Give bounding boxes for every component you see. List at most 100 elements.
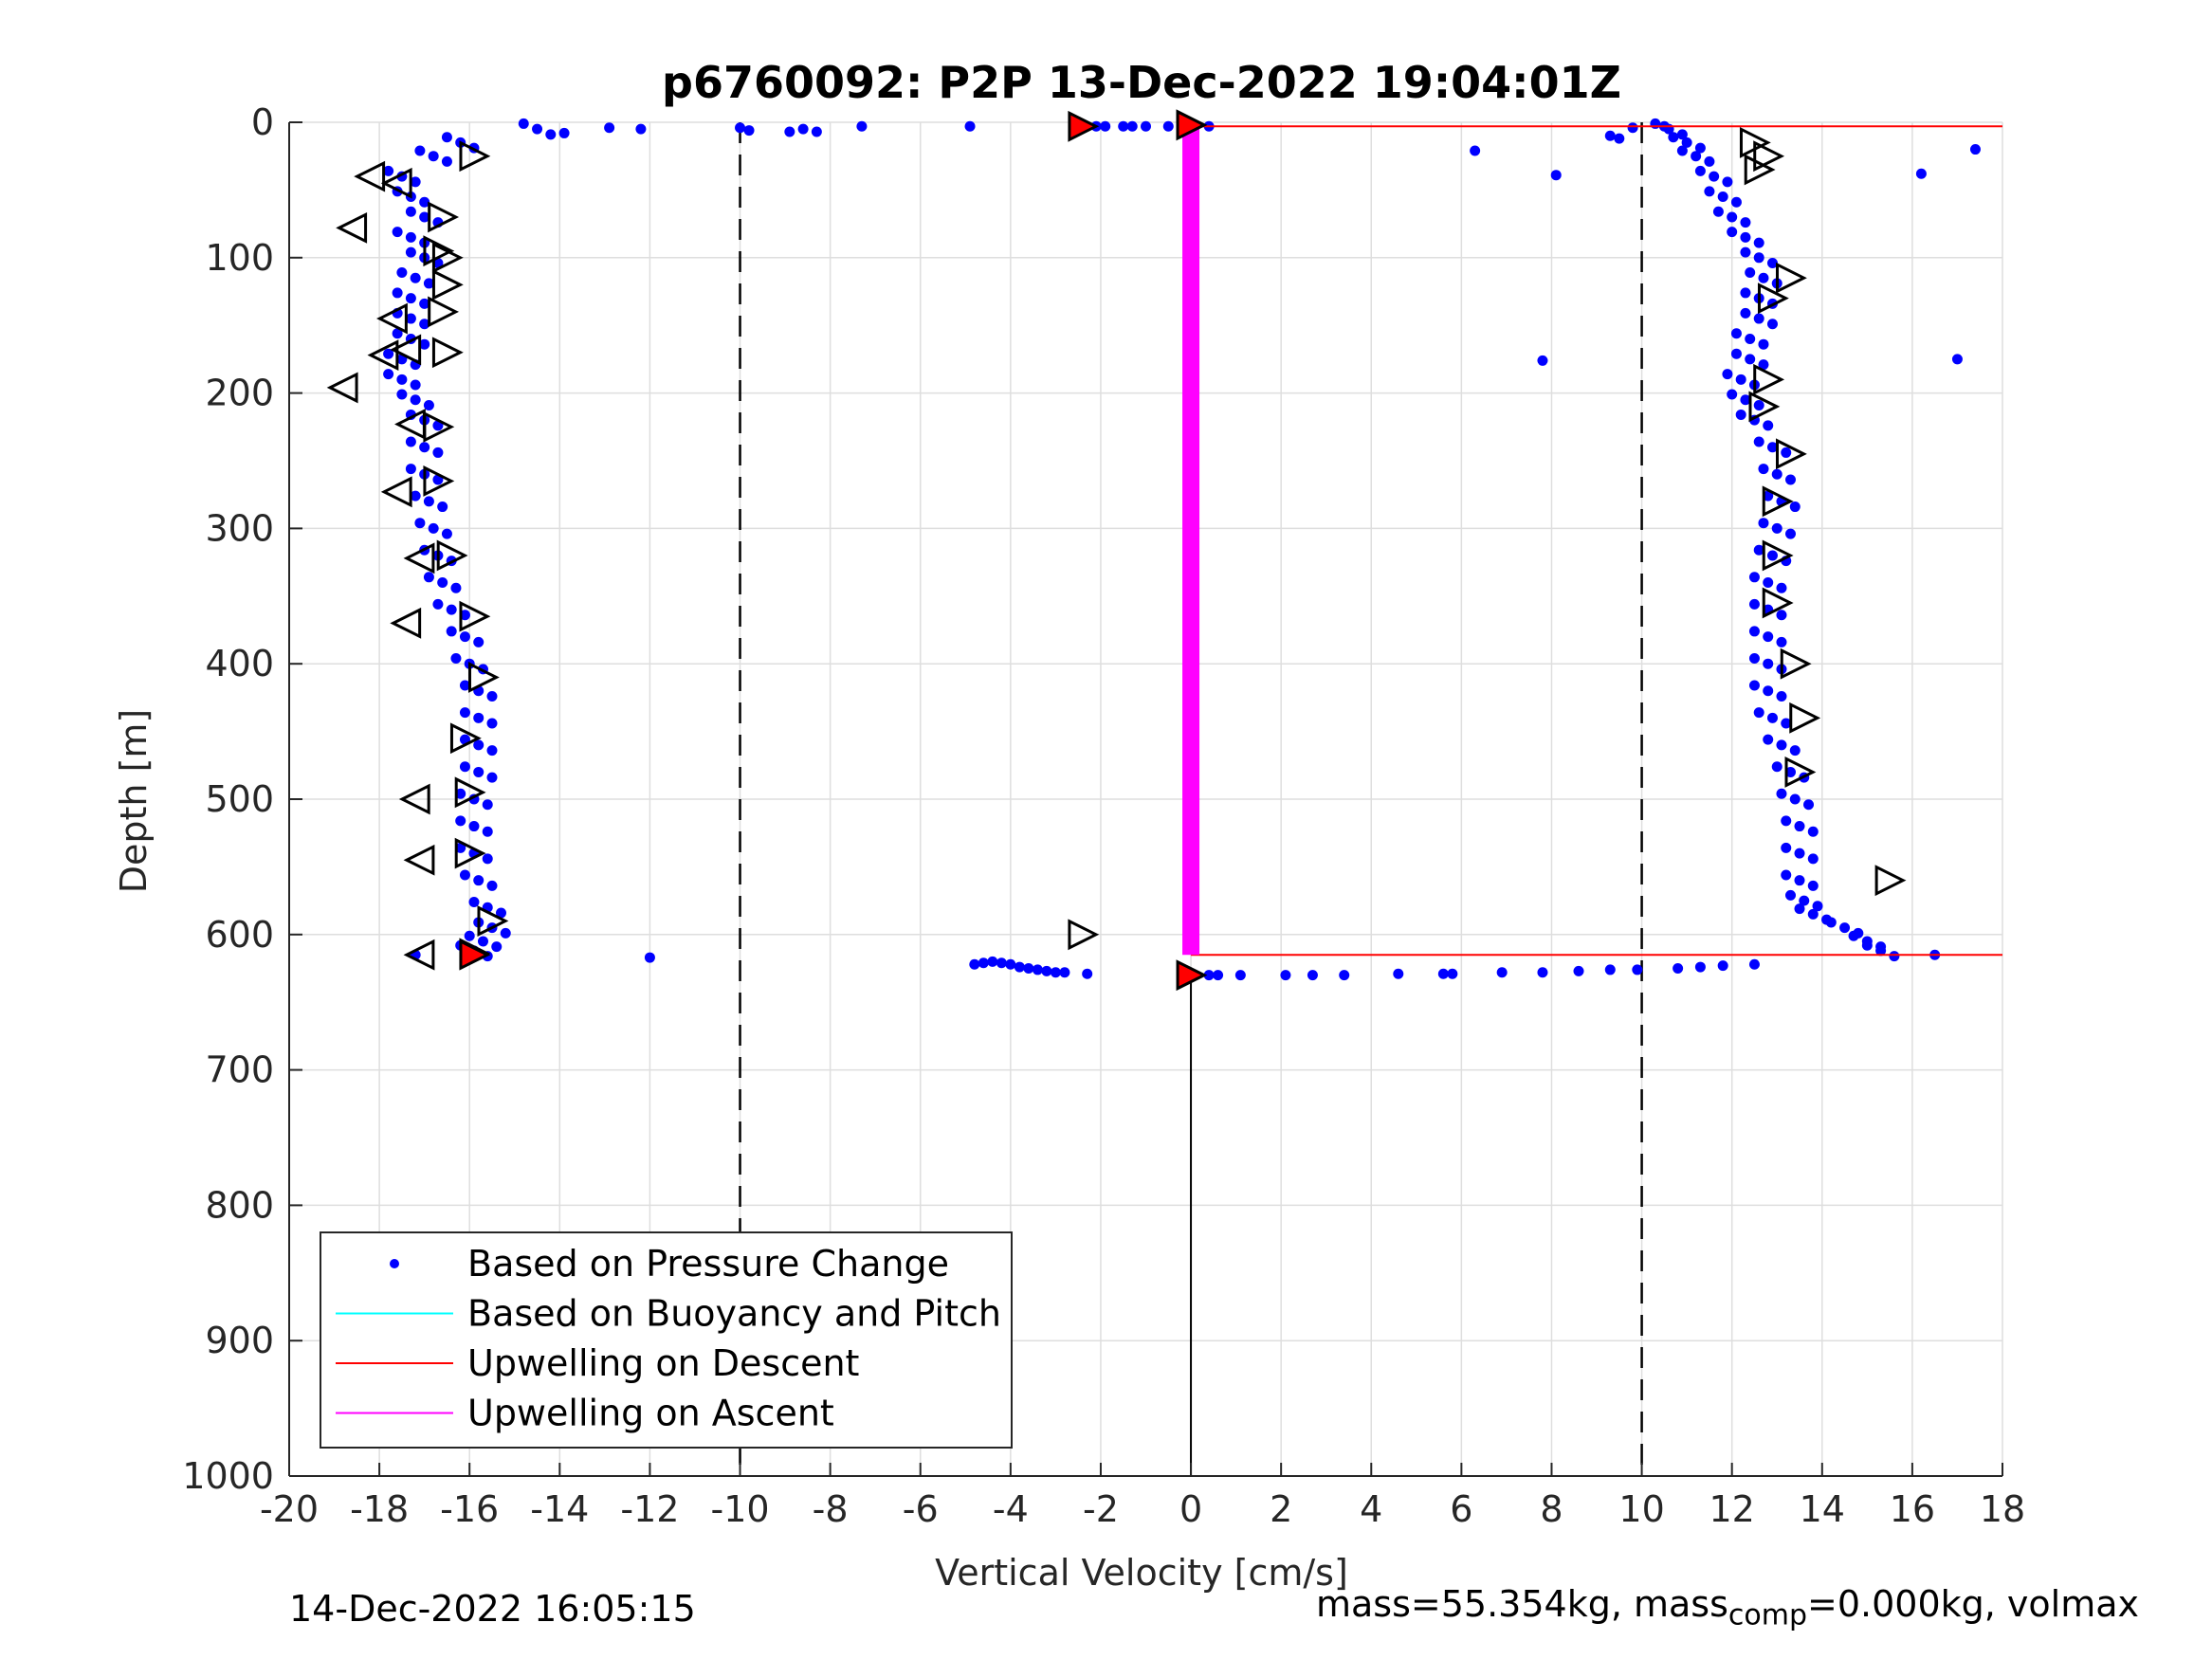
data-point <box>1059 967 1070 978</box>
data-point <box>1758 464 1769 475</box>
mass-subscript: comp <box>1728 1598 1808 1632</box>
data-point <box>1694 961 1706 973</box>
legend-box <box>320 1231 1013 1449</box>
ascent-marker <box>477 905 509 937</box>
axes: -20 -18 -16 -14 -12 -10 -8 -6 -4 -2 0 2 4 6 8 10 12 14 16 1… <box>182 101 2025 1530</box>
legend-label: Upwelling on Ascent <box>467 1393 834 1434</box>
data-point <box>1082 968 1093 979</box>
data-point <box>1730 196 1742 208</box>
descent-marker <box>380 167 412 199</box>
data-point <box>1766 442 1778 453</box>
series-points <box>383 118 1981 981</box>
data-point <box>969 958 980 970</box>
data-point <box>856 120 868 132</box>
data-point <box>419 196 430 208</box>
data-point <box>396 374 408 385</box>
data-point <box>1753 399 1764 410</box>
data-point <box>459 680 470 691</box>
data-point <box>1753 313 1764 324</box>
x-tick-label: -20 <box>260 1488 319 1530</box>
data-point <box>1712 206 1724 217</box>
timestamp-footer: 14-Dec-2022 16:05:15 <box>289 1588 696 1630</box>
ascent-marker <box>1748 391 1781 423</box>
data-point <box>1162 120 1174 132</box>
data-point <box>1203 970 1215 981</box>
data-point <box>1789 793 1801 805</box>
data-point <box>1537 355 1548 366</box>
data-point <box>1694 165 1706 176</box>
data-point <box>1032 964 1043 975</box>
data-point <box>1763 734 1774 745</box>
data-point <box>423 399 434 410</box>
data-point <box>1789 745 1801 757</box>
data-point <box>1604 964 1616 975</box>
data-point <box>423 572 434 583</box>
data-point <box>1785 766 1797 777</box>
data-point <box>1213 970 1224 981</box>
data-point <box>1763 490 1774 501</box>
x-tick-label: 8 <box>1540 1488 1563 1530</box>
data-point <box>473 739 484 751</box>
data-point <box>1753 544 1764 556</box>
x-tick-label: 4 <box>1360 1488 1382 1530</box>
data-point <box>1753 707 1764 719</box>
markers <box>326 109 1907 992</box>
descent-marker <box>376 302 408 335</box>
data-point <box>392 328 403 339</box>
data-point <box>1694 142 1706 154</box>
data-point <box>405 436 416 447</box>
data-point <box>405 464 416 475</box>
data-point <box>1799 895 1810 906</box>
data-point <box>486 880 498 891</box>
data-point <box>473 875 484 886</box>
ascent-marker <box>428 296 460 328</box>
ascent-marker <box>1068 919 1100 951</box>
data-point <box>1740 217 1751 228</box>
data-point <box>1632 964 1643 975</box>
data-point <box>1807 908 1819 920</box>
x-axis-label: Vertical Velocity [cm/s] <box>935 1552 1348 1594</box>
data-point <box>405 246 416 258</box>
data-point <box>1753 436 1764 447</box>
data-point <box>1748 680 1760 691</box>
data-point <box>392 287 403 299</box>
descent-marker <box>403 844 435 876</box>
data-point <box>1100 120 1111 132</box>
data-point <box>1758 518 1769 529</box>
data-point <box>811 126 822 137</box>
x-tick-label: -14 <box>530 1488 589 1530</box>
y-tick-label: 100 <box>205 237 274 279</box>
data-point <box>1794 821 1805 832</box>
data-point <box>468 897 480 908</box>
data-point <box>604 122 615 134</box>
data-point <box>1676 129 1688 140</box>
legend-marker <box>390 1259 399 1268</box>
y-tick-label: 800 <box>205 1184 274 1226</box>
ascent-marker <box>449 722 482 755</box>
data-point <box>1727 211 1738 223</box>
data-point <box>410 272 421 283</box>
data-point <box>410 490 421 501</box>
data-point <box>455 815 466 827</box>
data-point <box>432 447 444 458</box>
data-point <box>1748 572 1760 583</box>
data-point <box>1794 848 1805 859</box>
ascent-marker <box>423 235 455 267</box>
data-point <box>1730 348 1742 359</box>
ascent-marker <box>1784 757 1817 788</box>
data-point <box>1763 420 1774 431</box>
ascent-marker <box>1753 363 1785 395</box>
data-point <box>419 319 430 330</box>
x-tick-label: 10 <box>1618 1488 1664 1530</box>
data-point <box>414 145 426 156</box>
data-point <box>1785 528 1797 539</box>
data-point <box>405 206 416 217</box>
y-tick-label: 900 <box>205 1320 274 1361</box>
data-point <box>1789 501 1801 513</box>
legend-label: Based on Pressure Change <box>467 1243 949 1285</box>
data-point <box>396 267 408 279</box>
data-point <box>1776 582 1787 593</box>
x-tick-label: 2 <box>1270 1488 1292 1530</box>
ascent-marker <box>1780 647 1812 680</box>
data-point <box>635 123 647 135</box>
